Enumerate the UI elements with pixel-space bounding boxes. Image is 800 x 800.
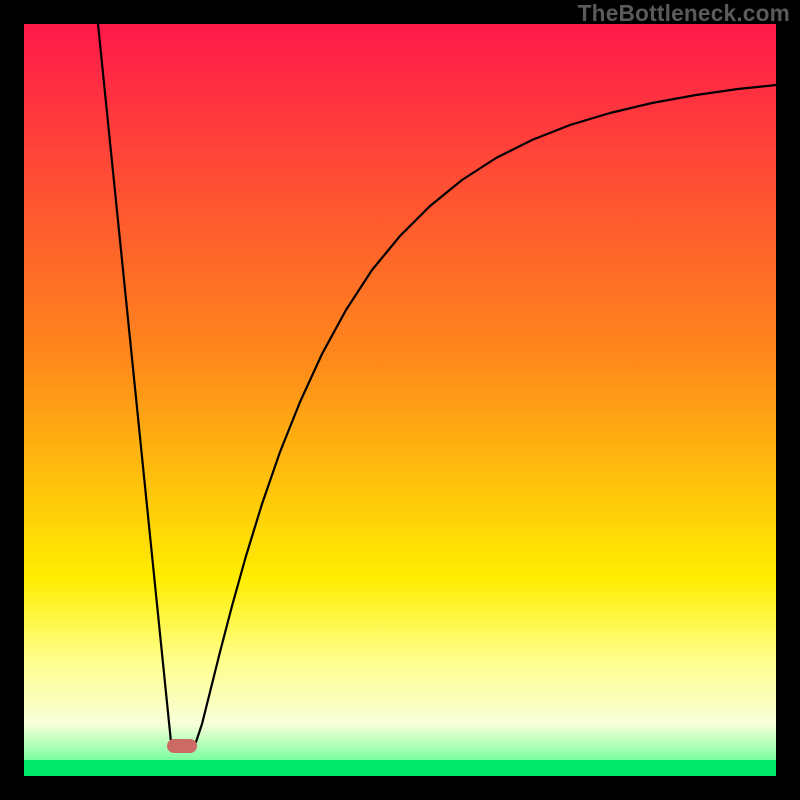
watermark-text: TheBottleneck.com [578, 0, 790, 27]
chart-canvas: TheBottleneck.com [0, 0, 800, 800]
plot-area [24, 24, 776, 776]
curve-layer [24, 24, 776, 776]
frame-right [776, 0, 800, 800]
minimum-marker [167, 739, 197, 753]
frame-bottom [0, 776, 800, 800]
curve-right [196, 85, 776, 742]
curve-left [98, 24, 171, 742]
frame-left [0, 0, 24, 800]
